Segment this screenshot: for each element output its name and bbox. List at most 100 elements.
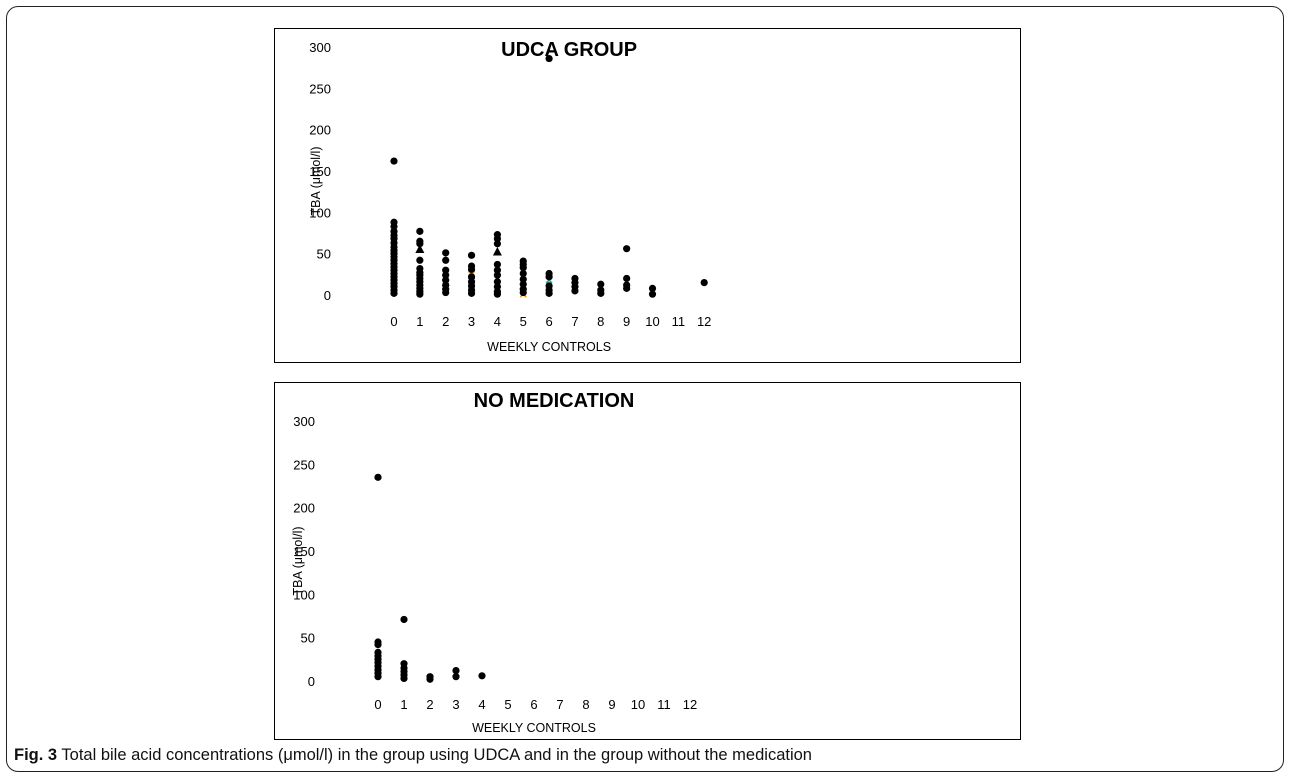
data-point <box>442 288 450 297</box>
x-tick-label: 7 <box>556 697 563 712</box>
data-point <box>597 289 605 297</box>
data-point-triangle <box>415 244 425 254</box>
data-point <box>442 276 450 284</box>
data-point <box>597 280 605 288</box>
x-tick-label: 1 <box>416 314 423 329</box>
data-point <box>467 273 476 281</box>
x-tick-label: 3 <box>452 697 459 712</box>
data-point <box>390 157 398 165</box>
x-tick-label: 3 <box>468 314 475 329</box>
data-point <box>374 673 382 681</box>
data-point <box>545 273 553 281</box>
data-point <box>467 265 476 273</box>
figure-frame <box>6 6 1284 772</box>
y-tick-label: 100 <box>293 587 315 602</box>
data-point <box>416 227 424 235</box>
data-point <box>416 256 424 264</box>
data-point <box>519 275 527 283</box>
x-tick-label: 5 <box>504 697 511 712</box>
x-tick-label: 12 <box>683 697 697 712</box>
no-medication-chart-panel: NO MEDICATION 0 50 100 150 200 250 300 0 1 2 3 4 5 6 7 8… <box>274 382 1021 740</box>
y-tick-label: 0 <box>324 288 331 303</box>
y-tick-label: 50 <box>301 631 315 646</box>
x-tick-label: 10 <box>631 697 645 712</box>
data-point <box>426 675 434 683</box>
data-point <box>400 615 408 624</box>
x-tick-label: 8 <box>582 697 589 712</box>
caption-label: Fig. 3 <box>14 746 58 764</box>
data-point <box>390 222 398 230</box>
data-point <box>478 672 486 680</box>
x-axis-label: WEEKLY CONTROLS <box>487 340 611 354</box>
x-tick-label: 1 <box>400 697 407 712</box>
data-point <box>545 54 553 63</box>
data-point <box>493 260 501 269</box>
data-point <box>493 271 501 279</box>
chart-title: UDCA GROUP <box>501 39 637 61</box>
data-point <box>452 673 460 681</box>
data-point <box>648 290 657 298</box>
udca-chart-panel: UDCA GROUP 0 50 100 150 200 250 300 0 1 2 3 4 5 6 7 8 9 10… <box>274 28 1021 363</box>
y-tick-label: 300 <box>293 414 315 429</box>
data-point <box>493 235 501 243</box>
figure-caption: Fig. 3 Total bile acid concentrations (μ… <box>14 746 812 765</box>
x-tick-label: 2 <box>426 697 433 712</box>
data-point <box>623 284 631 292</box>
y-tick-label: 250 <box>293 457 315 472</box>
data-point <box>493 290 501 298</box>
x-tick-label: 9 <box>623 314 630 329</box>
data-point <box>519 269 527 278</box>
data-point <box>400 674 408 682</box>
data-point <box>493 266 501 274</box>
x-tick-label: 4 <box>494 314 501 329</box>
data-point <box>519 280 527 288</box>
x-tick-label: 10 <box>645 314 659 329</box>
y-tick-label: 100 <box>309 205 331 220</box>
data-point <box>623 274 631 283</box>
y-axis-label: TBA (μmol/l) <box>309 146 323 215</box>
data-point <box>467 251 476 259</box>
data-point <box>374 641 382 649</box>
x-tick-label: 6 <box>530 697 537 712</box>
data-point <box>442 256 450 264</box>
x-tick-label: 5 <box>520 314 527 329</box>
x-tick-label: 9 <box>608 697 615 712</box>
data-point <box>442 266 450 274</box>
data-point <box>700 279 708 287</box>
x-tick-label: 0 <box>374 697 381 712</box>
chart-title: NO MEDICATION <box>474 390 635 412</box>
data-point <box>519 264 527 272</box>
y-tick-label: 150 <box>309 164 331 179</box>
data-point <box>452 667 460 675</box>
data-point <box>571 287 579 295</box>
y-tick-label: 200 <box>309 123 331 138</box>
data-point <box>545 289 553 297</box>
x-tick-label: 11 <box>657 697 671 712</box>
data-point <box>374 473 382 481</box>
data-point-triangle <box>492 247 502 256</box>
y-tick-label: 150 <box>293 544 315 559</box>
data-point <box>390 289 398 297</box>
x-tick-label: 8 <box>597 314 604 329</box>
y-tick-label: 250 <box>309 81 331 96</box>
data-point <box>623 245 631 253</box>
data-point <box>442 249 450 257</box>
data-point <box>467 289 476 297</box>
x-axis-label: WEEKLY CONTROLS <box>472 721 596 735</box>
x-tick-label: 12 <box>697 314 711 329</box>
data-point <box>493 278 501 286</box>
data-point <box>648 284 657 292</box>
data-point <box>442 271 450 279</box>
x-tick-label: 6 <box>545 314 552 329</box>
data-point <box>519 288 527 297</box>
y-tick-label: 200 <box>293 501 315 516</box>
x-tick-label: 0 <box>390 314 397 329</box>
data-point <box>416 240 424 248</box>
data-point <box>416 290 424 298</box>
y-tick-label: 50 <box>317 247 331 262</box>
y-tick-label: 0 <box>308 674 315 689</box>
y-axis-label: TBA (μmol/l) <box>291 526 305 595</box>
x-tick-label: 2 <box>442 314 449 329</box>
